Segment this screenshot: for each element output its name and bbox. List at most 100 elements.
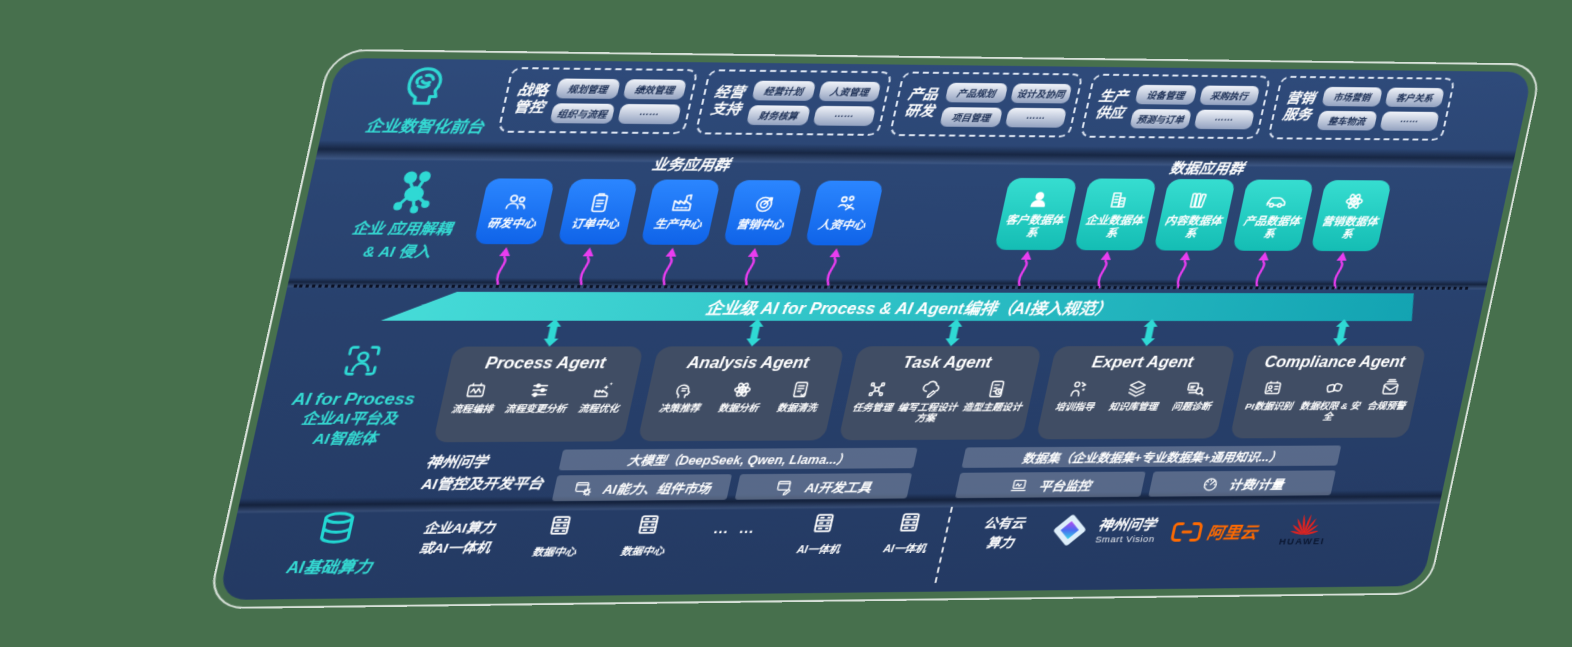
platform-right-group: 数据集（企业数据集+专业数据集+通用知识...） 平台监控 计费/计量 <box>954 445 1342 499</box>
agent-item: 知识库管理 <box>1108 378 1164 413</box>
group-title-line2: 支持 <box>709 101 743 118</box>
platform-side-label: 神州问学 AI管控及开发平台 <box>419 453 567 497</box>
infra-node-label: AI一体机 <box>795 543 841 557</box>
agent-item-label: 数据权限 & 安全 <box>1298 401 1361 423</box>
compute-line1: 企业AI算力 <box>422 520 497 536</box>
agent-item-label: 决策推荐 <box>657 403 701 415</box>
gauge-icon <box>1199 474 1222 492</box>
app-box-label: 营销数据体系 <box>1320 216 1379 241</box>
front-office-chip: 整车物流 <box>1316 110 1378 131</box>
window-pen-icon <box>774 477 797 496</box>
agent-item-label: 数据分析 <box>716 403 760 415</box>
platform-left-group: 大模型（DeepSeek, Qwen, Llama...） AI能力、组件市场 A… <box>551 447 918 502</box>
flow-arrow-icon <box>986 250 1062 289</box>
front-office-group-title: 生产 供应 <box>1092 89 1131 123</box>
front-office-chip: …… <box>1004 107 1068 128</box>
business-arrow-row <box>464 246 869 287</box>
app-box-label: 客户数据体系 <box>1004 214 1065 240</box>
app-box: 人资中心 <box>804 180 884 246</box>
front-office-group: 营销 服务 市场营销 客户关系 整车物流…… <box>1267 75 1456 141</box>
id-card-icon <box>1260 378 1286 399</box>
books-icon <box>1184 189 1213 212</box>
clipboard-icon <box>585 191 615 215</box>
data-app-list: 客户数据体系 企业数据体系 内容数据体系 产品数据体系 营销数据体系 <box>994 177 1392 252</box>
platform-cell: AI开发工具 <box>734 473 913 500</box>
agent-item-label: 流程编排 <box>450 404 494 416</box>
agent-item-list: 任务管理 编写工程设计方案 造型主题设计 <box>847 378 1030 425</box>
agent-item: 问题诊断 <box>1171 378 1217 413</box>
front-office-group: 经营 支持 经营计划 人资管理 财务核算…… <box>694 69 893 136</box>
smart-vision-diamond-icon <box>1046 511 1094 550</box>
agent-item: 合规预警 <box>1366 377 1411 412</box>
front-office-chip: 采购执行 <box>1198 85 1261 105</box>
aliyun-logo: 阿里云 <box>1170 519 1261 544</box>
agent-item-label: 任务管理 <box>851 402 894 414</box>
agent-item-label: 知识库管理 <box>1107 402 1159 413</box>
front-office-chip: 客户关系 <box>1384 87 1445 107</box>
app-box: 营销数据体系 <box>1310 180 1392 252</box>
smart-vision-name-cn: 神州问学 <box>1096 517 1158 534</box>
agents-side-label: AI for Process 企业AI平台及 AI智能体 <box>251 341 458 451</box>
front-office-chip: 设计及协同 <box>1009 82 1073 104</box>
flow-arrow-icon <box>796 247 870 286</box>
agent-item-label: 流程优化 <box>577 403 621 415</box>
group-title-line1: 产品 <box>906 86 940 103</box>
atom-icon <box>1340 190 1368 213</box>
data-arrow-row <box>986 250 1377 290</box>
flow-icon <box>462 379 490 401</box>
flow-arrow-icon <box>631 247 706 287</box>
dashed-divider <box>934 506 954 583</box>
front-office-chip: 人资管理 <box>817 80 882 102</box>
app-box-label: 内容数据体系 <box>1163 215 1223 240</box>
group-title-line2: 研发 <box>903 103 936 120</box>
link-icon <box>1321 378 1347 399</box>
optimize-icon <box>589 379 617 401</box>
flow-arrow-icon <box>714 247 788 287</box>
infra-node: AI一体机 <box>795 510 848 557</box>
front-office-group: 战略 管控 规划管理 绩效管理 组织与流程…… <box>497 67 699 135</box>
agent-item-label: 问题诊断 <box>1170 401 1212 413</box>
agent-item-label: 培训指导 <box>1053 402 1096 414</box>
llm-bar: 大模型（DeepSeek, Qwen, Llama...） <box>558 447 918 471</box>
agent-item: 编写工程设计方案 <box>893 378 966 425</box>
business-apps-title: 业务应用群 <box>650 156 732 175</box>
agent-card-list: Process Agent 流程编排 流程变更分析 流程优化 Analysis Agen… <box>433 345 1427 443</box>
ellipsis-text: … … <box>711 520 760 538</box>
agent-item: 流程优化 <box>577 379 626 415</box>
front-office-chip: 市场营销 <box>1321 86 1383 107</box>
group-title-line2: 供应 <box>1093 105 1126 122</box>
agents-side-line3: AI智能体 <box>311 430 379 449</box>
people-run-icon <box>831 193 861 217</box>
window-gear-icon <box>571 479 595 498</box>
flow-arrow-icon <box>548 246 623 286</box>
business-app-list: 研发中心 订单中心 生产中心 营销中心 人资中心 <box>473 178 884 246</box>
double-arrow-icon <box>658 318 851 348</box>
person-icon <box>1025 188 1054 211</box>
agent-item: 数据清洗 <box>776 379 824 415</box>
app-box: 产品数据体系 <box>1232 179 1315 251</box>
trainer-icon <box>1065 378 1092 399</box>
agent-card: Compliance Agent PI数据识别 数据权限 & 安全 合规预警 <box>1229 345 1427 439</box>
cloud-line2: 算力 <box>985 535 1016 550</box>
mail-alert-icon <box>1377 377 1403 398</box>
agent-item-label: 数据清洗 <box>775 403 818 415</box>
head-icon <box>670 379 697 401</box>
tablet-icon <box>983 378 1010 399</box>
front-office-chip: 设备管理 <box>1134 84 1197 105</box>
double-arrow-icon <box>859 318 1048 347</box>
app-box-label: 研发中心 <box>486 218 537 231</box>
agent-item-label: 流程变更分析 <box>503 403 568 416</box>
public-cloud-label: 公有云 算力 <box>955 514 1049 553</box>
agent-item-label: PI数据识别 <box>1243 401 1294 413</box>
huawei-flower-icon <box>1286 507 1327 536</box>
app-box-label: 产品数据体系 <box>1242 215 1302 241</box>
infra-node-label: 数据中心 <box>530 546 578 559</box>
agent-card: Process Agent 流程编排 流程变更分析 流程优化 <box>433 346 644 443</box>
agent-item-list: 培训指导 知识库管理 问题诊断 <box>1046 378 1224 414</box>
platform-cell: 平台监控 <box>954 471 1146 499</box>
app-box: 客户数据体系 <box>994 177 1078 251</box>
agent-item-label: 合规预警 <box>1366 401 1407 412</box>
server-icon <box>807 510 840 537</box>
platform-cell-label: AI能力、组件市场 <box>601 480 713 497</box>
